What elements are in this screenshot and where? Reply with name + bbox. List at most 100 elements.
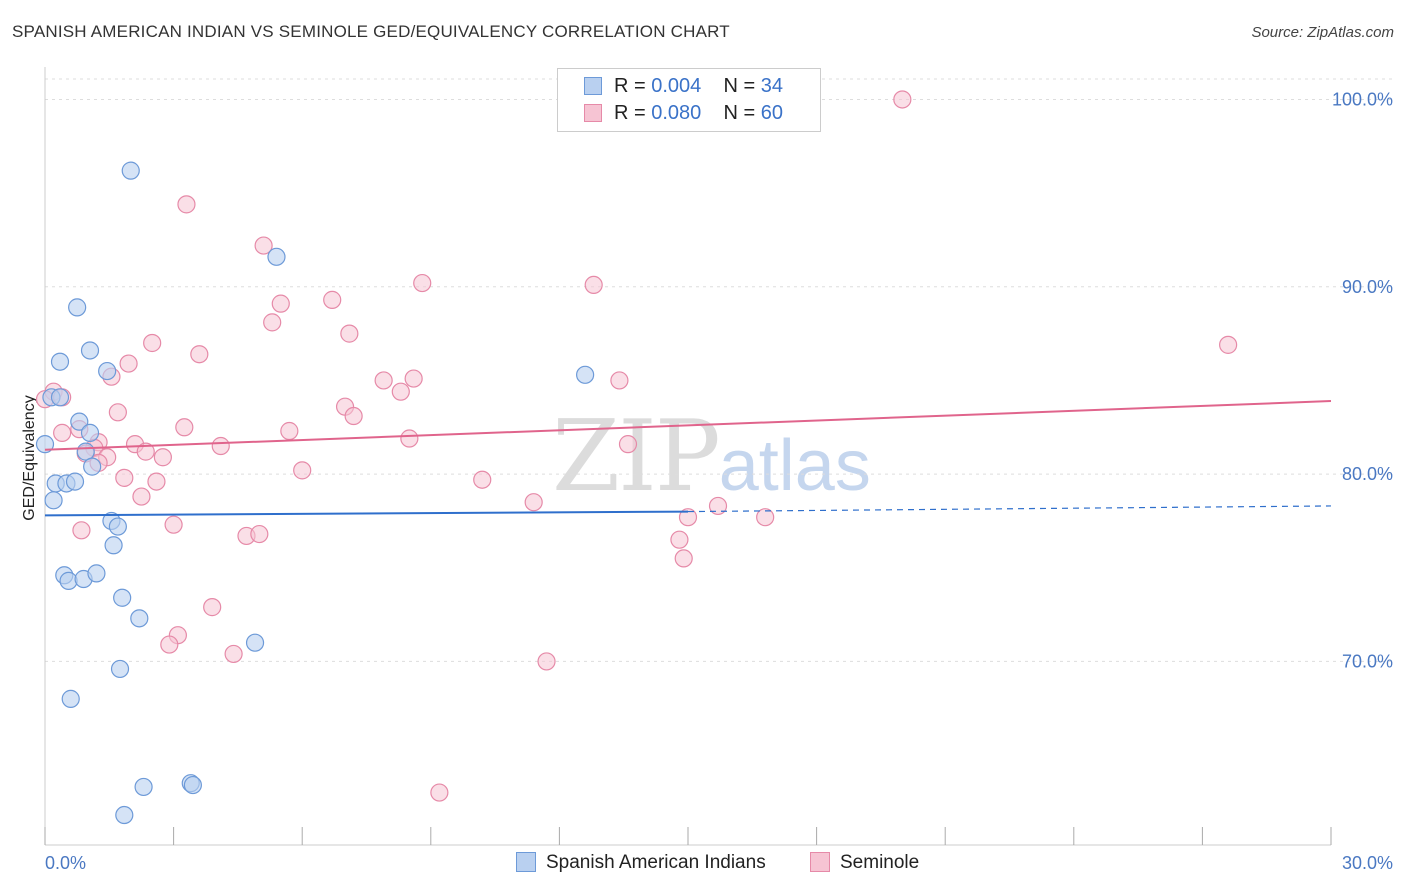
spanish-american-indian-point: [267, 247, 286, 266]
seminole-point: [344, 406, 363, 426]
bottom-legend-label-2: Seminole: [840, 852, 920, 873]
y-tick-label: 70.0%: [1342, 651, 1393, 671]
bottom-legend-series1: Spanish American Indians: [516, 852, 766, 874]
seminole-point: [584, 275, 603, 295]
y-tick-label: 100.0%: [1332, 89, 1393, 109]
seminole-point: [473, 470, 492, 489]
seminole-point: [280, 421, 299, 441]
spanish-american-indian-point: [35, 435, 55, 454]
seminole-point: [391, 382, 410, 401]
spanish-american-indian-point: [70, 412, 89, 431]
legend-n-value-1: 34: [760, 75, 784, 97]
spanish-american-indian-point: [108, 517, 127, 536]
seminole-point: [413, 273, 432, 293]
spanish-american-indian-point: [576, 365, 595, 384]
seminole-point: [147, 472, 166, 491]
spanish-american-indian-point: [50, 388, 70, 407]
spanish-american-indian-point: [110, 659, 130, 679]
spanish-american-indian-point: [80, 341, 100, 360]
seminole-point: [177, 195, 196, 214]
bottom-legend-series2: Seminole: [810, 852, 919, 874]
seminole-point: [115, 468, 134, 487]
spanish-american-indian-point: [61, 689, 80, 708]
spanish-american-indian-point: [68, 298, 87, 317]
x-tick-label: 0.0%: [45, 853, 86, 873]
spanish-american-indian-point: [104, 536, 123, 555]
spanish-american-indian-point: [183, 775, 202, 795]
seminole-point: [224, 644, 243, 664]
legend-n-label-1: N =: [723, 75, 756, 97]
watermark-zip: ZIP: [552, 400, 721, 514]
bottom-legend-swatch-pink: [810, 852, 830, 872]
seminole-point: [72, 521, 91, 540]
y-axis-title: GED/Equivalency: [21, 395, 38, 520]
spanish-american-indian-point: [130, 609, 149, 628]
legend-r-value-1: 0.004: [651, 75, 702, 97]
spanish-american-indian-point: [44, 491, 63, 510]
y-tick-label: 80.0%: [1342, 464, 1393, 484]
legend-row-series1: R = 0.004 N = 34: [584, 75, 783, 99]
spanish-american-indian-point: [80, 423, 100, 442]
seminole-point: [119, 354, 138, 373]
source-label: Source: ZipAtlas.com: [1251, 24, 1394, 41]
seminole-point: [374, 371, 393, 390]
bottom-legend-swatch-blue: [516, 852, 536, 872]
seminole-point: [271, 294, 290, 313]
spanish-american-indian-point: [134, 777, 153, 797]
seminole-point: [674, 549, 693, 568]
legend-row-series2: R = 0.080 N = 60: [584, 102, 783, 126]
seminole-point: [153, 448, 172, 467]
seminole-point: [250, 524, 269, 544]
seminole-point: [670, 530, 689, 549]
spanish-american-indian-point: [98, 361, 117, 381]
seminole-point: [53, 423, 72, 442]
seminole-point: [323, 290, 342, 309]
seminole-point: [211, 436, 230, 456]
trendline-seminole: [44, 400, 1332, 451]
seminole-point: [143, 333, 162, 353]
seminole-point: [160, 635, 179, 654]
seminole-point: [756, 508, 775, 527]
stats-legend: R = 0.004 N = 34 R = 0.080 N = 60: [557, 68, 821, 132]
spanish-american-indian-point: [121, 161, 140, 180]
seminole-point: [524, 493, 543, 512]
seminole-point: [1219, 335, 1238, 354]
legend-r-label-1: R =: [614, 75, 646, 97]
chart-title: SPANISH AMERICAN INDIAN VS SEMINOLE GED/…: [12, 22, 730, 41]
seminole-point: [708, 496, 728, 516]
legend-r-label-2: R =: [614, 102, 646, 124]
trendline-spanish-american-indians-extension: [687, 505, 1332, 513]
seminole-point: [132, 487, 151, 506]
spanish-american-indian-point: [59, 571, 78, 590]
seminole-point: [203, 598, 222, 617]
seminole-point: [340, 324, 359, 343]
bottom-legend-label-1: Spanish American Indians: [546, 852, 766, 873]
seminole-point: [404, 369, 423, 388]
spanish-american-indian-point: [87, 564, 106, 583]
spanish-american-indian-point: [65, 472, 85, 491]
seminole-point: [190, 345, 209, 364]
seminole-point: [263, 313, 282, 332]
legend-n-value-2: 60: [760, 102, 784, 124]
seminole-point: [400, 429, 419, 448]
spanish-american-indian-point: [50, 352, 70, 371]
spanish-american-indian-point: [113, 588, 132, 607]
seminole-point: [430, 783, 449, 802]
spanish-american-indian-point: [115, 805, 134, 825]
seminole-point: [893, 90, 912, 109]
legend-swatch-pink: [584, 104, 602, 122]
watermark: ZIPatlas: [552, 400, 871, 514]
seminole-point: [678, 508, 698, 527]
watermark-atlas: atlas: [718, 426, 871, 506]
x-tick-label: 30.0%: [1342, 853, 1393, 873]
seminole-point: [293, 461, 312, 480]
seminole-point: [254, 236, 273, 255]
trendline-spanish-american-indians: [44, 510, 689, 517]
y-tick-label: 90.0%: [1342, 277, 1393, 297]
legend-swatch-blue: [584, 77, 602, 95]
seminole-point: [108, 403, 127, 422]
spanish-american-indian-point: [83, 457, 102, 476]
seminole-point: [175, 418, 194, 437]
seminole-point: [537, 652, 556, 671]
